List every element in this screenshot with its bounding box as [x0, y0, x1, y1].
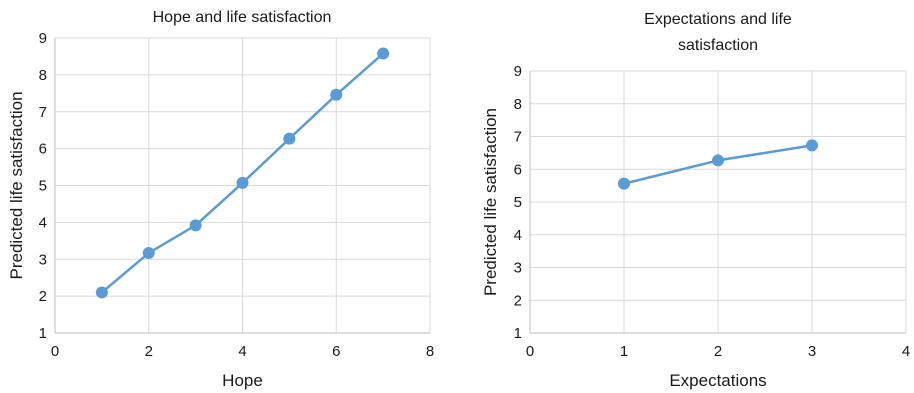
x-tick-label: 4 [238, 343, 246, 360]
y-tick-label: 6 [514, 161, 522, 178]
x-tick-label: 0 [51, 343, 59, 360]
y-tick-label: 5 [514, 194, 522, 211]
y-tick-label: 5 [39, 178, 47, 195]
data-point [330, 88, 343, 101]
data-point [806, 139, 818, 152]
y-tick-label: 2 [39, 288, 47, 305]
y-tick-label: 1 [39, 325, 47, 342]
y-tick-label: 4 [39, 214, 47, 231]
y-tick-label: 4 [514, 227, 522, 244]
x-tick-label: 2 [714, 343, 722, 360]
data-point [283, 132, 296, 145]
chart-title: Expectations and life [644, 11, 792, 28]
y-tick-label: 9 [514, 63, 522, 80]
data-point [712, 154, 724, 167]
data-point [377, 47, 390, 60]
chart-title: Hope and life satisfaction [153, 9, 332, 26]
x-tick-label: 3 [808, 343, 816, 360]
y-tick-label: 3 [514, 260, 522, 277]
y-tick-label: 8 [39, 67, 47, 84]
data-point [236, 176, 249, 189]
data-point [618, 177, 630, 190]
y-tick-label: 2 [514, 292, 522, 309]
y-tick-label: 9 [39, 30, 47, 47]
chart-1: 1 2 3 4 5 6 7 8 9 0 2 4 6 8 Hope and life satisfaction… [7, 9, 434, 390]
y-tick-label: 7 [39, 104, 47, 121]
y-tick-label: 8 [514, 96, 522, 113]
x-tick-label: 2 [145, 343, 153, 360]
x-axis-label: Expectations [669, 371, 766, 390]
y-tick-label: 1 [514, 325, 522, 342]
y-axis-label: Predicted life satisfaction [7, 91, 26, 279]
x-tick-label: 6 [332, 343, 340, 360]
y-tick-label: 3 [39, 251, 47, 268]
x-axis-label: Hope [222, 371, 263, 390]
y-tick-label: 6 [39, 141, 47, 158]
x-tick-label: 8 [426, 343, 434, 360]
data-point [142, 246, 155, 259]
y-tick-label: 7 [514, 129, 522, 146]
x-tick-label: 1 [620, 343, 628, 360]
x-tick-label: 4 [902, 343, 910, 360]
data-point [189, 219, 202, 232]
data-point [95, 286, 108, 299]
x-tick-label: 0 [526, 343, 534, 360]
chart-title: satisfaction [678, 37, 758, 54]
y-axis-label: Predicted life satisfaction [481, 108, 500, 296]
